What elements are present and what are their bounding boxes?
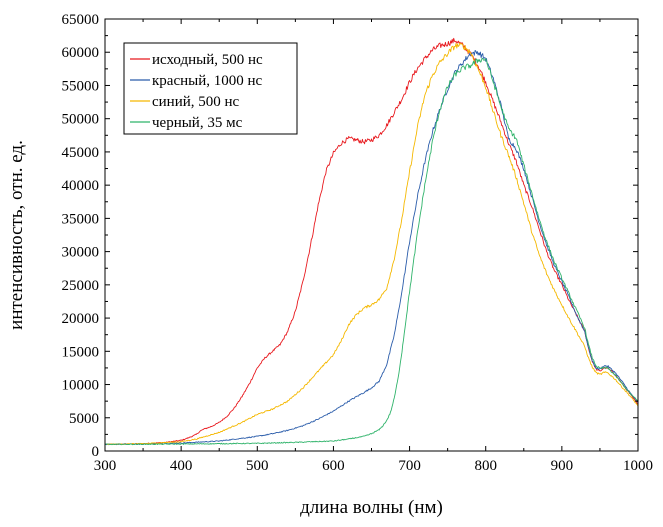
y-tick-label: 45000 <box>62 145 100 161</box>
y-tick-label: 10000 <box>62 378 100 394</box>
x-tick-label: 500 <box>246 458 269 474</box>
x-tick-label: 400 <box>170 458 193 474</box>
y-tick-label: 0 <box>92 444 100 460</box>
x-axis-title: длина волны (нм) <box>300 497 443 518</box>
y-tick-label: 55000 <box>62 78 100 94</box>
legend-label: черный, 35 мс <box>152 115 243 131</box>
x-tick-label: 900 <box>551 458 574 474</box>
series-layer <box>104 37 639 446</box>
x-tick-label: 600 <box>322 458 345 474</box>
series-line-3 <box>105 42 639 446</box>
y-axis-title: интенсивность, отн. ед. <box>6 140 27 330</box>
y-axis: 0 5000 10000 15000 20000 25000 30000 35000 40000… <box>62 12 638 460</box>
x-tick-label: 1000 <box>623 458 653 474</box>
y-tick-label: 15000 <box>62 344 100 360</box>
legend-box <box>123 42 298 135</box>
legend-label: исходный, 500 нс <box>152 52 263 68</box>
x-axis: 300 400 500 600 700 800 900 1000 <box>94 19 653 474</box>
y-tick-label: 30000 <box>62 245 100 261</box>
legend-label: синий, 500 нс <box>152 94 240 110</box>
y-tick-label: 25000 <box>62 278 100 294</box>
y-tick-label: 65000 <box>62 12 100 28</box>
y-tick-label: 20000 <box>62 311 100 327</box>
x-tick-label: 800 <box>474 458 497 474</box>
y-tick-label: 60000 <box>62 45 100 61</box>
x-tick-label: 300 <box>94 458 117 474</box>
y-tick-label: 40000 <box>62 178 100 194</box>
series-line-1 <box>104 37 639 446</box>
x-tick-label: 700 <box>398 458 421 474</box>
series-line-4 <box>104 57 639 446</box>
legend-label: красный, 1000 нс <box>152 73 263 89</box>
y-tick-label: 50000 <box>62 112 100 128</box>
y-tick-label: 35000 <box>62 211 100 227</box>
legend: исходный, 500 нс красный, 1000 нс синий, 5… <box>123 42 298 135</box>
y-tick-label: 5000 <box>69 411 99 427</box>
